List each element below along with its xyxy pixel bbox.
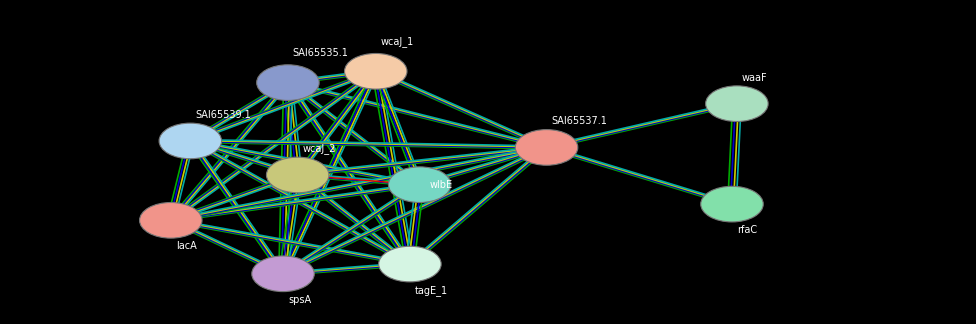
Text: waaF: waaF xyxy=(742,73,767,83)
Text: SAI65535.1: SAI65535.1 xyxy=(293,48,348,58)
Text: rfaC: rfaC xyxy=(737,225,757,235)
Text: wcaJ_1: wcaJ_1 xyxy=(381,36,414,47)
Ellipse shape xyxy=(388,167,451,202)
Text: tagE_1: tagE_1 xyxy=(415,285,448,296)
Ellipse shape xyxy=(266,157,329,193)
Text: SAI65539.1: SAI65539.1 xyxy=(195,110,251,120)
Ellipse shape xyxy=(701,186,763,222)
Text: wlbE: wlbE xyxy=(429,180,453,190)
Ellipse shape xyxy=(379,246,441,282)
Text: lacA: lacA xyxy=(176,241,196,251)
Ellipse shape xyxy=(159,123,222,159)
Ellipse shape xyxy=(345,53,407,89)
Text: wcaJ_2: wcaJ_2 xyxy=(303,143,336,154)
Ellipse shape xyxy=(140,202,202,238)
Text: SAI65537.1: SAI65537.1 xyxy=(551,116,607,126)
Text: spsA: spsA xyxy=(288,295,311,305)
Ellipse shape xyxy=(515,130,578,165)
Ellipse shape xyxy=(252,256,314,292)
Ellipse shape xyxy=(706,86,768,122)
Ellipse shape xyxy=(257,65,319,100)
